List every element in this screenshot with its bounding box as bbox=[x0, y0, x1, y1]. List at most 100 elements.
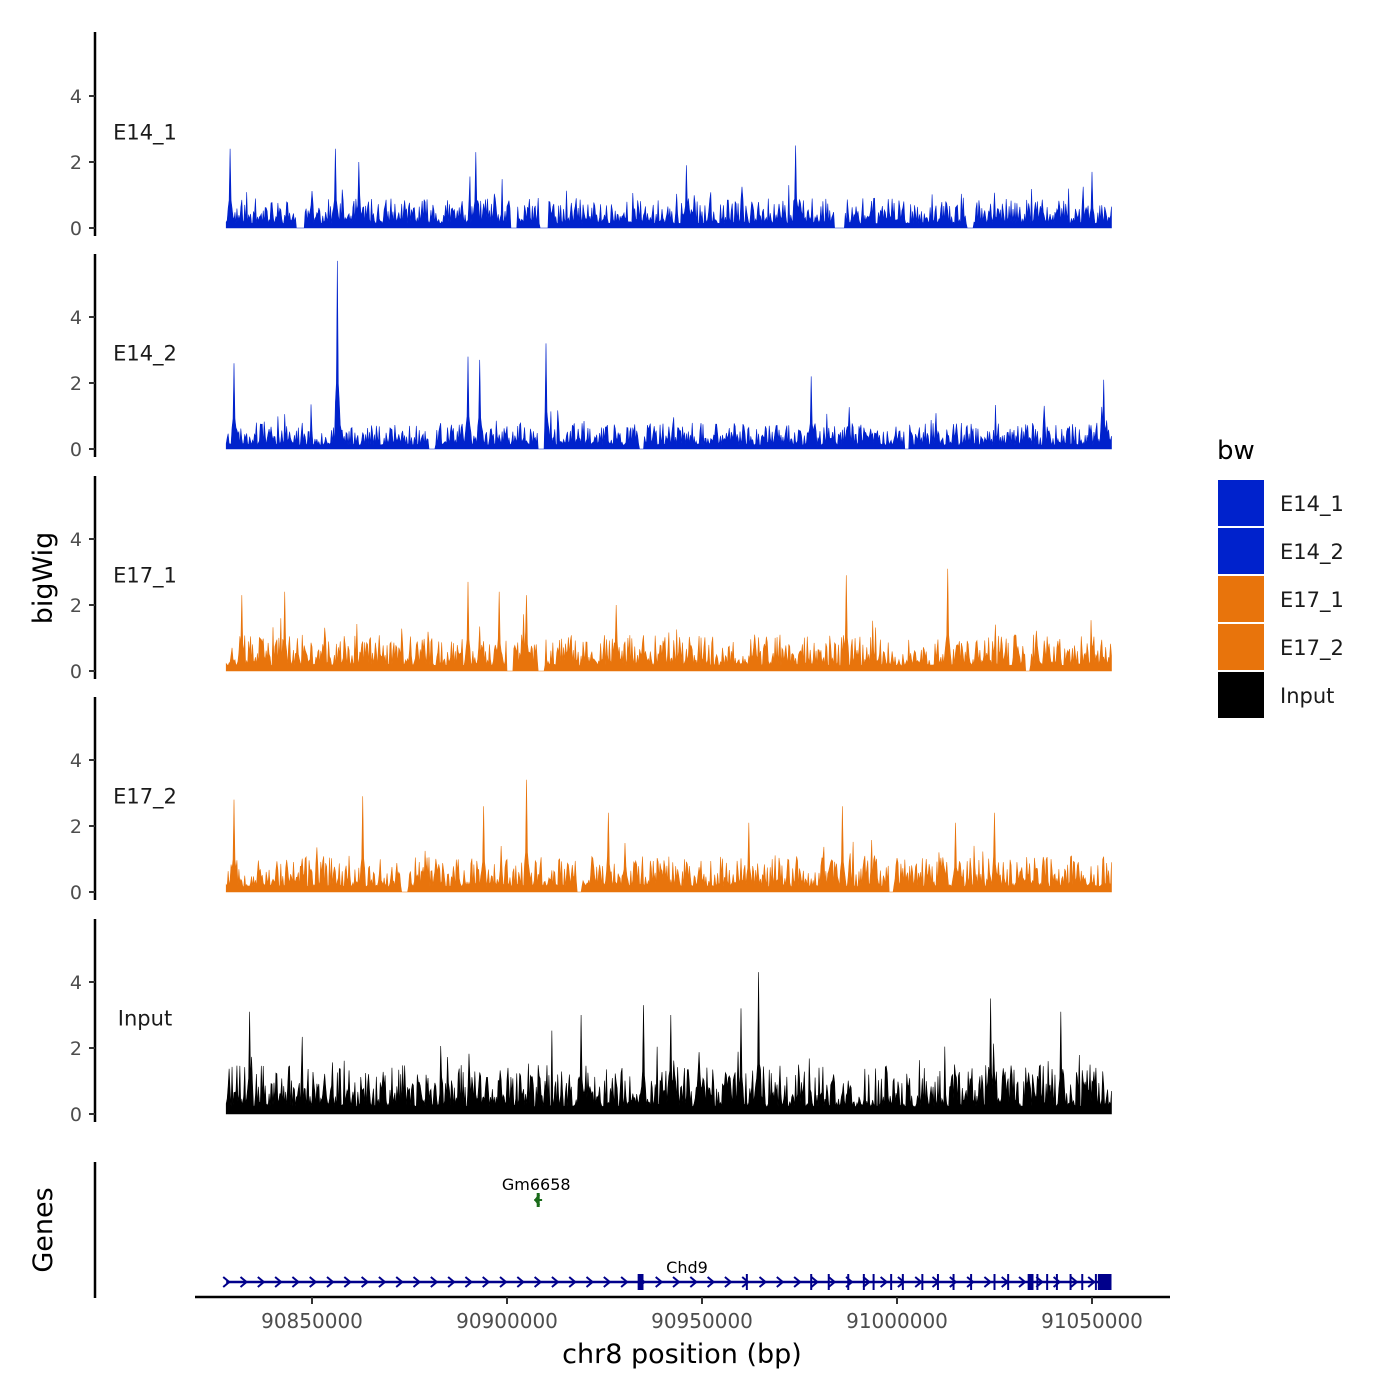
strand-arrow bbox=[482, 1276, 491, 1288]
legend: bw E14_1 E14_2 E17_1 E17_2 Input bbox=[1217, 436, 1344, 718]
strand-arrow bbox=[793, 1276, 802, 1288]
gene-exon bbox=[936, 1274, 939, 1290]
strand-arrow bbox=[378, 1276, 387, 1288]
gene-exon-thick bbox=[1097, 1274, 1112, 1290]
track-label: E14_1 bbox=[113, 120, 177, 145]
signal-area-E17_1 bbox=[225, 568, 1112, 672]
strand-arrow bbox=[741, 1276, 750, 1288]
strand-arrow bbox=[983, 1276, 992, 1288]
gene-exon bbox=[827, 1274, 830, 1290]
strand-arrow bbox=[430, 1276, 439, 1288]
x-tick-label: 90850000 bbox=[261, 1309, 363, 1333]
strand-arrow bbox=[1018, 1276, 1027, 1288]
strand-arrow bbox=[724, 1276, 733, 1288]
strand-arrow bbox=[1070, 1276, 1079, 1288]
legend-label: E14_1 bbox=[1280, 492, 1344, 517]
strand-arrow bbox=[222, 1276, 231, 1288]
x-tick-label: 90950000 bbox=[651, 1309, 753, 1333]
y-tick-label: 0 bbox=[70, 661, 82, 683]
gene-exon-thick bbox=[1027, 1274, 1034, 1290]
legend-label: E17_1 bbox=[1280, 588, 1344, 613]
track-label: E17_1 bbox=[113, 563, 177, 588]
strand-arrow bbox=[672, 1276, 681, 1288]
gene-exon bbox=[952, 1274, 955, 1290]
y-tick-label: 4 bbox=[70, 972, 82, 994]
strand-arrow bbox=[1087, 1276, 1096, 1288]
strand-arrow bbox=[395, 1276, 404, 1288]
strand-arrow bbox=[879, 1276, 889, 1288]
strand-arrow bbox=[568, 1276, 577, 1288]
track-E17_2: 0 2 4 E17_2 bbox=[70, 697, 1112, 904]
strand-arrow bbox=[291, 1276, 300, 1288]
strand-arrow bbox=[360, 1276, 370, 1288]
gene-exon bbox=[901, 1274, 904, 1290]
y-tick-label: 2 bbox=[70, 816, 82, 838]
strand-arrow bbox=[257, 1276, 266, 1288]
strand-arrow bbox=[966, 1276, 975, 1288]
track-E14_1: 0 2 4 E14_1 bbox=[70, 32, 1112, 240]
strand-arrow bbox=[309, 1276, 318, 1288]
strand-arrow bbox=[603, 1276, 612, 1288]
gene-label: Chd9 bbox=[666, 1258, 708, 1277]
strand-arrow bbox=[551, 1276, 560, 1288]
legend-label: Input bbox=[1280, 684, 1334, 708]
track-label: Input bbox=[118, 1006, 172, 1030]
strand-arrow bbox=[914, 1276, 923, 1288]
signal-area-E17_2 bbox=[225, 779, 1112, 893]
gene-exon bbox=[890, 1274, 893, 1290]
strand-arrow bbox=[810, 1276, 819, 1288]
y-tick-label: 2 bbox=[70, 152, 82, 174]
legend-label: E17_2 bbox=[1280, 636, 1344, 661]
signal-area-Input bbox=[225, 972, 1112, 1115]
track-label: E14_2 bbox=[113, 341, 177, 366]
strand-arrow bbox=[274, 1276, 283, 1288]
gene-Gm6658: Gm6658 bbox=[502, 1175, 571, 1207]
strand-arrow bbox=[447, 1276, 456, 1288]
gene-exon bbox=[872, 1274, 875, 1290]
legend-label: E14_2 bbox=[1280, 540, 1344, 565]
legend-swatch-E14_1 bbox=[1218, 480, 1264, 526]
gene-exon bbox=[1081, 1274, 1084, 1290]
strand-arrow bbox=[343, 1276, 352, 1288]
y-tick-label: 0 bbox=[70, 1104, 82, 1126]
y-tick-label: 0 bbox=[70, 218, 82, 240]
track-label: E17_2 bbox=[113, 784, 177, 809]
track-E17_1: 0 2 4 E17_1 bbox=[70, 476, 1112, 683]
strand-arrow bbox=[689, 1276, 698, 1288]
gene-exon bbox=[921, 1274, 924, 1290]
gene-exon bbox=[993, 1274, 996, 1290]
signal-area-E14_1 bbox=[225, 145, 1112, 229]
strand-arrow bbox=[1052, 1276, 1062, 1288]
legend-swatch-E17_2 bbox=[1218, 624, 1264, 670]
gene-exon bbox=[970, 1274, 973, 1290]
strand-arrow bbox=[862, 1276, 871, 1288]
x-axis-title: chr8 position (bp) bbox=[562, 1339, 802, 1370]
strand-arrow bbox=[758, 1276, 768, 1288]
gene-exon bbox=[1069, 1274, 1072, 1290]
strand-arrow bbox=[897, 1276, 906, 1288]
x-tick-label: 91000000 bbox=[846, 1309, 948, 1333]
y-tick-label: 2 bbox=[70, 1038, 82, 1060]
gene-exon bbox=[810, 1274, 813, 1290]
track-Input: 0 2 4 Input bbox=[70, 919, 1112, 1126]
strand-arrow bbox=[706, 1276, 716, 1288]
legend-swatch-E14_2 bbox=[1218, 528, 1264, 574]
y-tick-label: 4 bbox=[70, 307, 82, 329]
y-axis-title: bigWig bbox=[28, 532, 59, 625]
strand-arrow bbox=[620, 1276, 629, 1288]
gene-Chd9: Chd9 bbox=[222, 1258, 1112, 1290]
track-E14_2: 0 2 4 E14_2 bbox=[70, 254, 1112, 461]
y-tick-label: 4 bbox=[70, 86, 82, 108]
legend-swatch-Input bbox=[1218, 672, 1264, 718]
legend-title: bw bbox=[1217, 436, 1255, 466]
gene-exon bbox=[1094, 1274, 1097, 1290]
strand-arrow bbox=[239, 1276, 249, 1288]
y-tick-label: 0 bbox=[70, 882, 82, 904]
gene-label: Gm6658 bbox=[502, 1175, 571, 1194]
strand-arrow bbox=[655, 1276, 664, 1288]
y-tick-label: 2 bbox=[70, 595, 82, 617]
strand-arrow bbox=[828, 1276, 837, 1288]
strand-arrow bbox=[464, 1276, 473, 1288]
y-tick-label: 4 bbox=[70, 750, 82, 772]
